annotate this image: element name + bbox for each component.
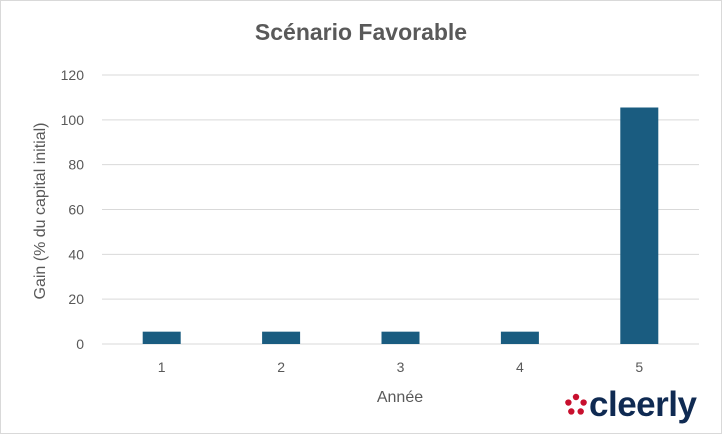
y-tick-label: 100 [61, 112, 85, 128]
y-axis-label: Gain (% du capital initial) [32, 123, 49, 300]
cleerly-logo: cleerly [563, 385, 697, 425]
bar-year-1 [142, 331, 181, 344]
x-tick-label: 3 [397, 359, 405, 375]
logo-dot [568, 408, 575, 415]
x-tick-label: 5 [635, 359, 643, 375]
logo-text: cleerly [589, 385, 697, 424]
logo-dot [572, 393, 580, 401]
y-tick-label: 120 [61, 67, 85, 83]
bar-year-5 [620, 107, 659, 344]
x-axis-label: Année [377, 389, 423, 406]
y-tick-label: 60 [68, 202, 84, 218]
y-tick-label: 20 [68, 291, 84, 307]
x-tick-label: 1 [158, 359, 166, 375]
y-tick-label: 80 [68, 157, 84, 173]
asterisk-icon [565, 393, 587, 415]
bar-year-3 [381, 331, 420, 344]
x-tick-label: 2 [277, 359, 285, 375]
bar-year-2 [262, 331, 301, 344]
bar-year-4 [500, 331, 539, 344]
logo-dot [577, 408, 584, 415]
logo-dot [565, 399, 572, 406]
y-tick-label: 0 [76, 336, 84, 352]
x-tick-label: 4 [516, 359, 524, 375]
logo-dot [580, 399, 587, 406]
y-tick-label: 40 [68, 246, 84, 262]
chart-title: Scénario Favorable [254, 19, 468, 45]
